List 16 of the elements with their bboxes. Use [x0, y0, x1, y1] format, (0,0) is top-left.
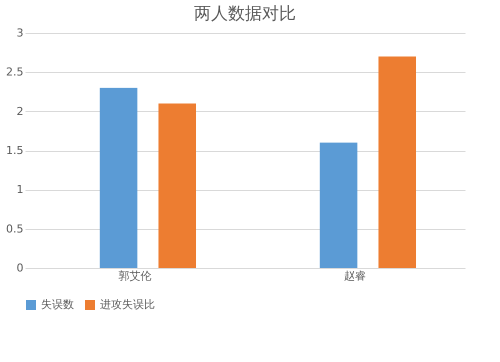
- bar: [100, 88, 138, 268]
- legend-label: 失误数: [41, 298, 74, 311]
- x-tick-label: 赵睿: [344, 270, 366, 282]
- chart-title: 两人数据对比: [194, 4, 296, 24]
- bar: [158, 104, 196, 268]
- y-tick-label: 2.5: [6, 66, 24, 79]
- bar: [320, 142, 358, 268]
- y-tick-label: 0: [16, 262, 24, 274]
- y-tick-label: 2: [16, 104, 24, 118]
- legend-label: 进攻失误比: [100, 298, 155, 311]
- bar: [378, 56, 416, 268]
- y-tick-label: 1: [16, 183, 24, 196]
- x-tick-label: 郭艾伦: [118, 270, 152, 282]
- y-tick-label: 3: [16, 26, 24, 40]
- y-tick-label: 0.5: [6, 222, 24, 236]
- y-tick-label: 1.5: [6, 144, 24, 157]
